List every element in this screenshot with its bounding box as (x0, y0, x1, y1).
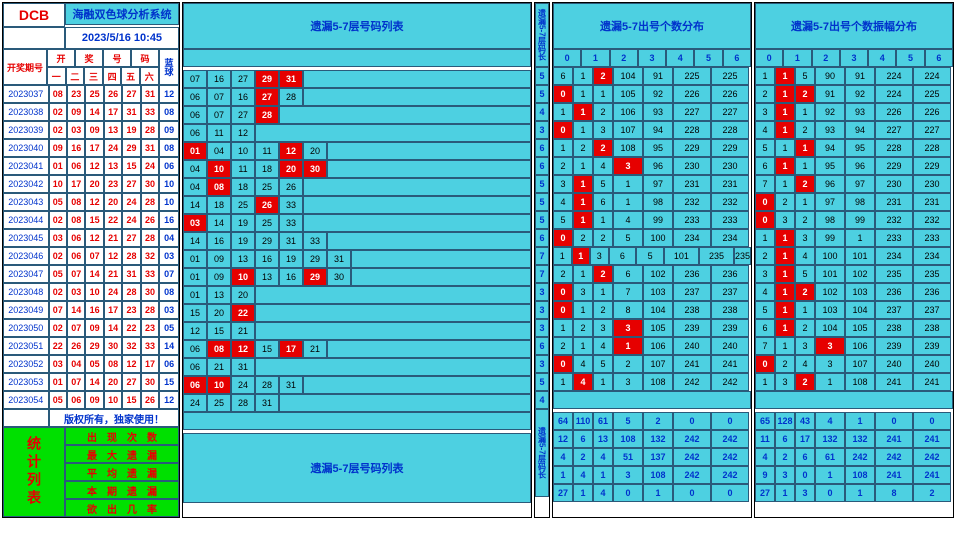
period-header: 开奖期号 (3, 49, 47, 85)
period-row: 202304210172023273010 (3, 175, 179, 193)
period-row: 202304705071421313307 (3, 265, 179, 283)
stat-row: 出 现 次 数 (65, 427, 179, 445)
right1-title: 遗漏5-7出号个数分布 (553, 3, 751, 49)
stat-row: 最 大 遗 漏 (65, 445, 179, 463)
period-row: 202303802091417313308 (3, 103, 179, 121)
period-row: 202305122262930323314 (3, 337, 179, 355)
stat-row: 平 均 遗 漏 (65, 463, 179, 481)
period-row: 202304009161724293108 (3, 139, 179, 157)
period-row: 202304602060712283203 (3, 247, 179, 265)
period-row: 202305405060910152612 (3, 391, 179, 409)
period-row: 202303902030913192809 (3, 121, 179, 139)
left-panel: DCB 海融双色球分析系统 2023/5/16 10:45 开奖期号 开奖号码 … (2, 2, 180, 518)
period-row: 202304402081522242616 (3, 211, 179, 229)
brand-logo: DCB (3, 3, 65, 27)
stat-row: 欲 出 几 率 (65, 499, 179, 517)
narrow-panel: 遗漏5-7层码长 5543665556773336354 遗漏5-7层码长 (534, 2, 550, 518)
next-period: 2023055 (3, 409, 49, 427)
period-row: 202305301071420273015 (3, 373, 179, 391)
middle-panel: 遗漏5-7层号码列表 07162729310607162728060727280… (182, 2, 532, 518)
period-row: 202304907141617232803 (3, 301, 179, 319)
period-row: 202304305081220242810 (3, 193, 179, 211)
period-row: 202304503061221272804 (3, 229, 179, 247)
right-panel-2: 遗漏5-7出号个数振幅分布 0123456 115909122422421291… (754, 2, 954, 518)
mid-title-top: 遗漏5-7层号码列表 (183, 3, 531, 49)
copyright: 版权所有，独家使用！ (49, 409, 179, 427)
period-row: 202304802031024283008 (3, 283, 179, 301)
period-row: 202305203040508121706 (3, 355, 179, 373)
stat-row: 本 期 遗 漏 (65, 481, 179, 499)
blue-ball-label: 蓝球 (159, 49, 179, 85)
mid-title-bottom: 遗漏5-7层号码列表 (183, 433, 531, 503)
period-row: 202303708232526273112 (3, 85, 179, 103)
system-title: 海融双色球分析系统 (65, 3, 179, 25)
right2-title: 遗漏5-7出号个数振幅分布 (755, 3, 953, 49)
stats-label: 统计列表 (3, 427, 65, 517)
narrow-header: 遗漏5-7层码长 (535, 3, 549, 67)
period-row: 202304101061213152406 (3, 157, 179, 175)
period-row: 202305002070914222305 (3, 319, 179, 337)
timestamp: 2023/5/16 10:45 (65, 27, 179, 49)
right-panel-1: 遗漏5-7出号个数分布 0123456 61210491225225011105… (552, 2, 752, 518)
